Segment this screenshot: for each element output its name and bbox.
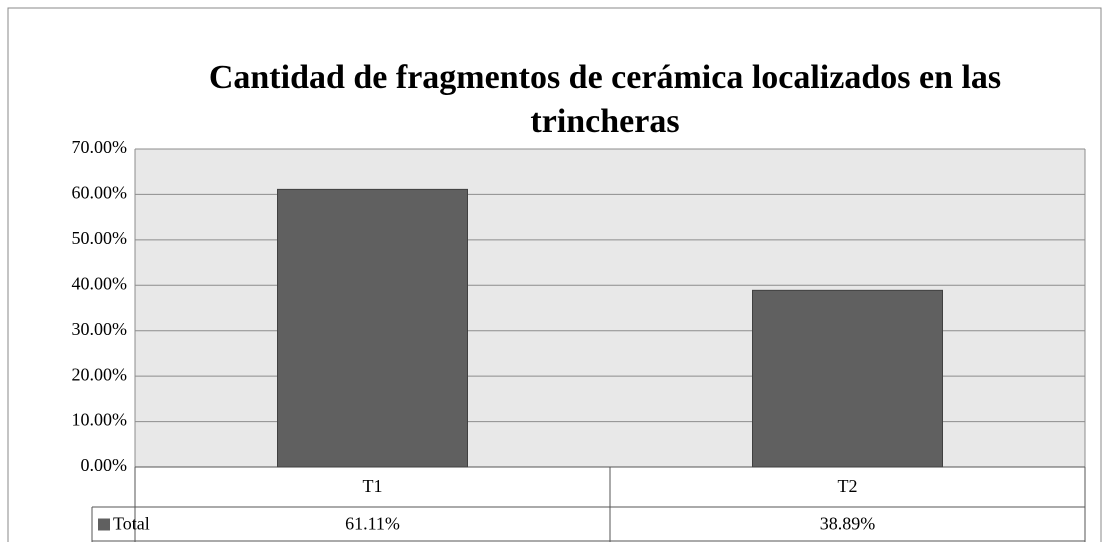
y-tick-label: 20.00% [72, 364, 128, 384]
bar [752, 289, 943, 468]
y-tick-label: 70.00% [72, 137, 128, 157]
chart-title: Cantidad de fragmentos de cerámica local… [208, 59, 1002, 140]
y-tick-label: 30.00% [72, 319, 128, 339]
y-tick-label: 40.00% [72, 273, 128, 293]
legend-swatch [98, 518, 110, 531]
x-tick-label: T2 [838, 476, 858, 496]
y-tick-label: 0.00% [81, 455, 128, 475]
y-tick-label: 10.00% [72, 410, 128, 430]
y-tick-label: 60.00% [72, 183, 128, 203]
x-tick-label: T1 [363, 476, 383, 496]
data-label: 61.11% [345, 514, 400, 534]
chart-border [7, 7, 1102, 542]
data-label: 38.89% [820, 514, 876, 534]
legend-label: Total [113, 514, 150, 534]
bar [277, 188, 468, 468]
y-tick-label: 50.00% [72, 228, 128, 248]
